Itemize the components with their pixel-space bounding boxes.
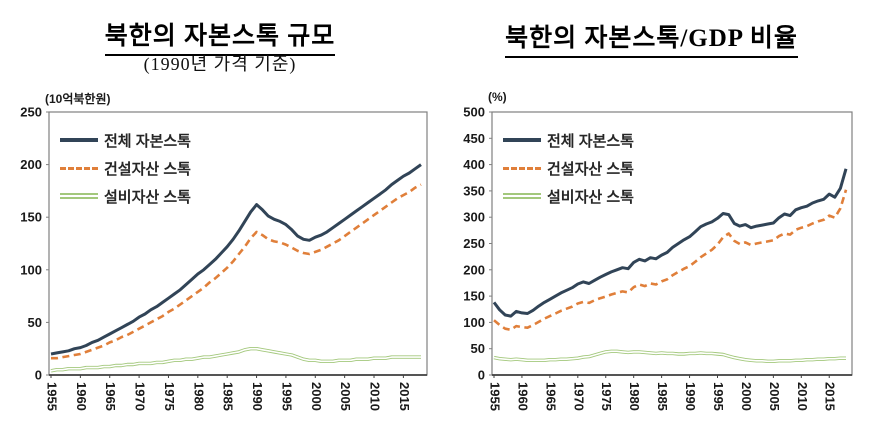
legend-item-total: 전체 자본스톡 [60, 126, 191, 154]
y-tick-label: 250 [20, 105, 42, 120]
construction-line-swatch-icon [60, 166, 98, 170]
equipment-line-swatch-icon [60, 193, 98, 199]
x-tick-label: 2000 [739, 382, 754, 411]
series-line-total [50, 163, 422, 356]
series-line-equipment-core [493, 350, 846, 363]
x-tick-label: 1955 [45, 382, 60, 411]
x-tick-label: 1965 [543, 382, 558, 411]
x-tick-label: 2005 [338, 382, 353, 411]
legend-label: 전체 자본스톡 [547, 132, 634, 150]
series-line-construction [51, 183, 422, 360]
right-chart-legend: 전체 자본스톡 건설자산 스톡 설비자산 스톡 [503, 126, 634, 210]
y-tick-label: 100 [20, 262, 42, 277]
legend-item-total: 전체 자본스톡 [503, 126, 634, 154]
right-chart-plot: 0 50 100 150 200 250 300 350 400 450 500 1955 1960 19… [463, 105, 853, 411]
equipment-line-swatch-icon [503, 193, 541, 199]
right-axis-unit-label: (%) [488, 90, 507, 104]
y-tick-label: 150 [20, 210, 42, 225]
x-tick-label: 1995 [711, 382, 726, 411]
y-tick-label: 250 [463, 236, 485, 251]
y-tick-label: 450 [463, 131, 485, 146]
right-chart-title: 북한의 자본스톡/GDP 비율 [434, 18, 869, 58]
left-chart-legend: 전체 자본스톡 건설자산 스톡 설비자산 스톡 [60, 126, 191, 210]
legend-item-equipment: 설비자산 스톡 [60, 182, 191, 210]
x-tick-label: 1960 [74, 382, 89, 411]
y-tick-label: 200 [463, 262, 485, 277]
construction-line-swatch-icon [503, 166, 541, 170]
legend-label: 건설자산 스톡 [547, 160, 634, 178]
y-tick-label: 400 [463, 157, 485, 172]
x-tick-label: 1965 [103, 382, 118, 411]
y-tick-label: 500 [463, 105, 485, 120]
left-chart-plot: 0 50 100 150 200 250 1955 1960 1965 1970 1975 1980 1… [20, 105, 428, 411]
series-line-total [492, 168, 848, 318]
x-tick-label: 2015 [823, 382, 838, 411]
x-tick-label: 1990 [250, 382, 265, 411]
x-tick-label: 1970 [571, 382, 586, 411]
y-tick-label: 350 [463, 183, 485, 198]
x-tick-label: 2010 [795, 382, 810, 411]
x-tick-label: 1995 [279, 382, 294, 411]
y-tick-label: 150 [463, 289, 485, 304]
left-chart-title: 북한의 자본스톡 규모 [0, 16, 440, 56]
legend-label: 설비자산 스톡 [104, 188, 191, 206]
x-tick-label: 1970 [133, 382, 148, 411]
legend-item-equipment: 설비자산 스톡 [503, 182, 634, 210]
y-tick-label: 50 [28, 315, 42, 330]
y-tick-label: 100 [463, 315, 485, 330]
legend-label: 설비자산 스톡 [547, 188, 634, 206]
x-tick-label: 1960 [515, 382, 530, 411]
x-tick-label: 1955 [488, 382, 503, 411]
left-axis-unit-label: (10억북한원) [45, 92, 111, 106]
y-tick-label: 0 [478, 368, 485, 383]
x-tick-label: 1985 [221, 382, 236, 411]
series-line-equipment-core [50, 347, 421, 372]
total-line-swatch-icon [503, 138, 541, 142]
x-tick-label: 1975 [162, 382, 177, 411]
x-tick-label: 1990 [683, 382, 698, 411]
x-tick-label: 2010 [368, 382, 383, 411]
x-tick-label: 2005 [767, 382, 782, 411]
series-line-construction [493, 189, 848, 332]
legend-label: 전체 자본스톡 [104, 132, 191, 150]
legend-item-construction: 건설자산 스톡 [503, 154, 634, 182]
y-tick-label: 0 [35, 368, 42, 383]
x-tick-label: 2000 [309, 382, 324, 411]
legend-label: 건설자산 스톡 [104, 160, 191, 178]
y-tick-label: 300 [463, 210, 485, 225]
total-line-swatch-icon [60, 138, 98, 142]
x-tick-label: 1985 [655, 382, 670, 411]
x-tick-label: 1975 [599, 382, 614, 411]
y-tick-label: 200 [20, 157, 42, 172]
legend-item-construction: 건설자산 스톡 [60, 154, 191, 182]
y-tick-label: 50 [471, 341, 485, 356]
x-tick-label: 2015 [397, 382, 412, 411]
left-chart-subtitle: (1990년 가격 기준) [143, 54, 297, 74]
x-tick-label: 1980 [627, 382, 642, 411]
x-tick-label: 1980 [191, 382, 206, 411]
